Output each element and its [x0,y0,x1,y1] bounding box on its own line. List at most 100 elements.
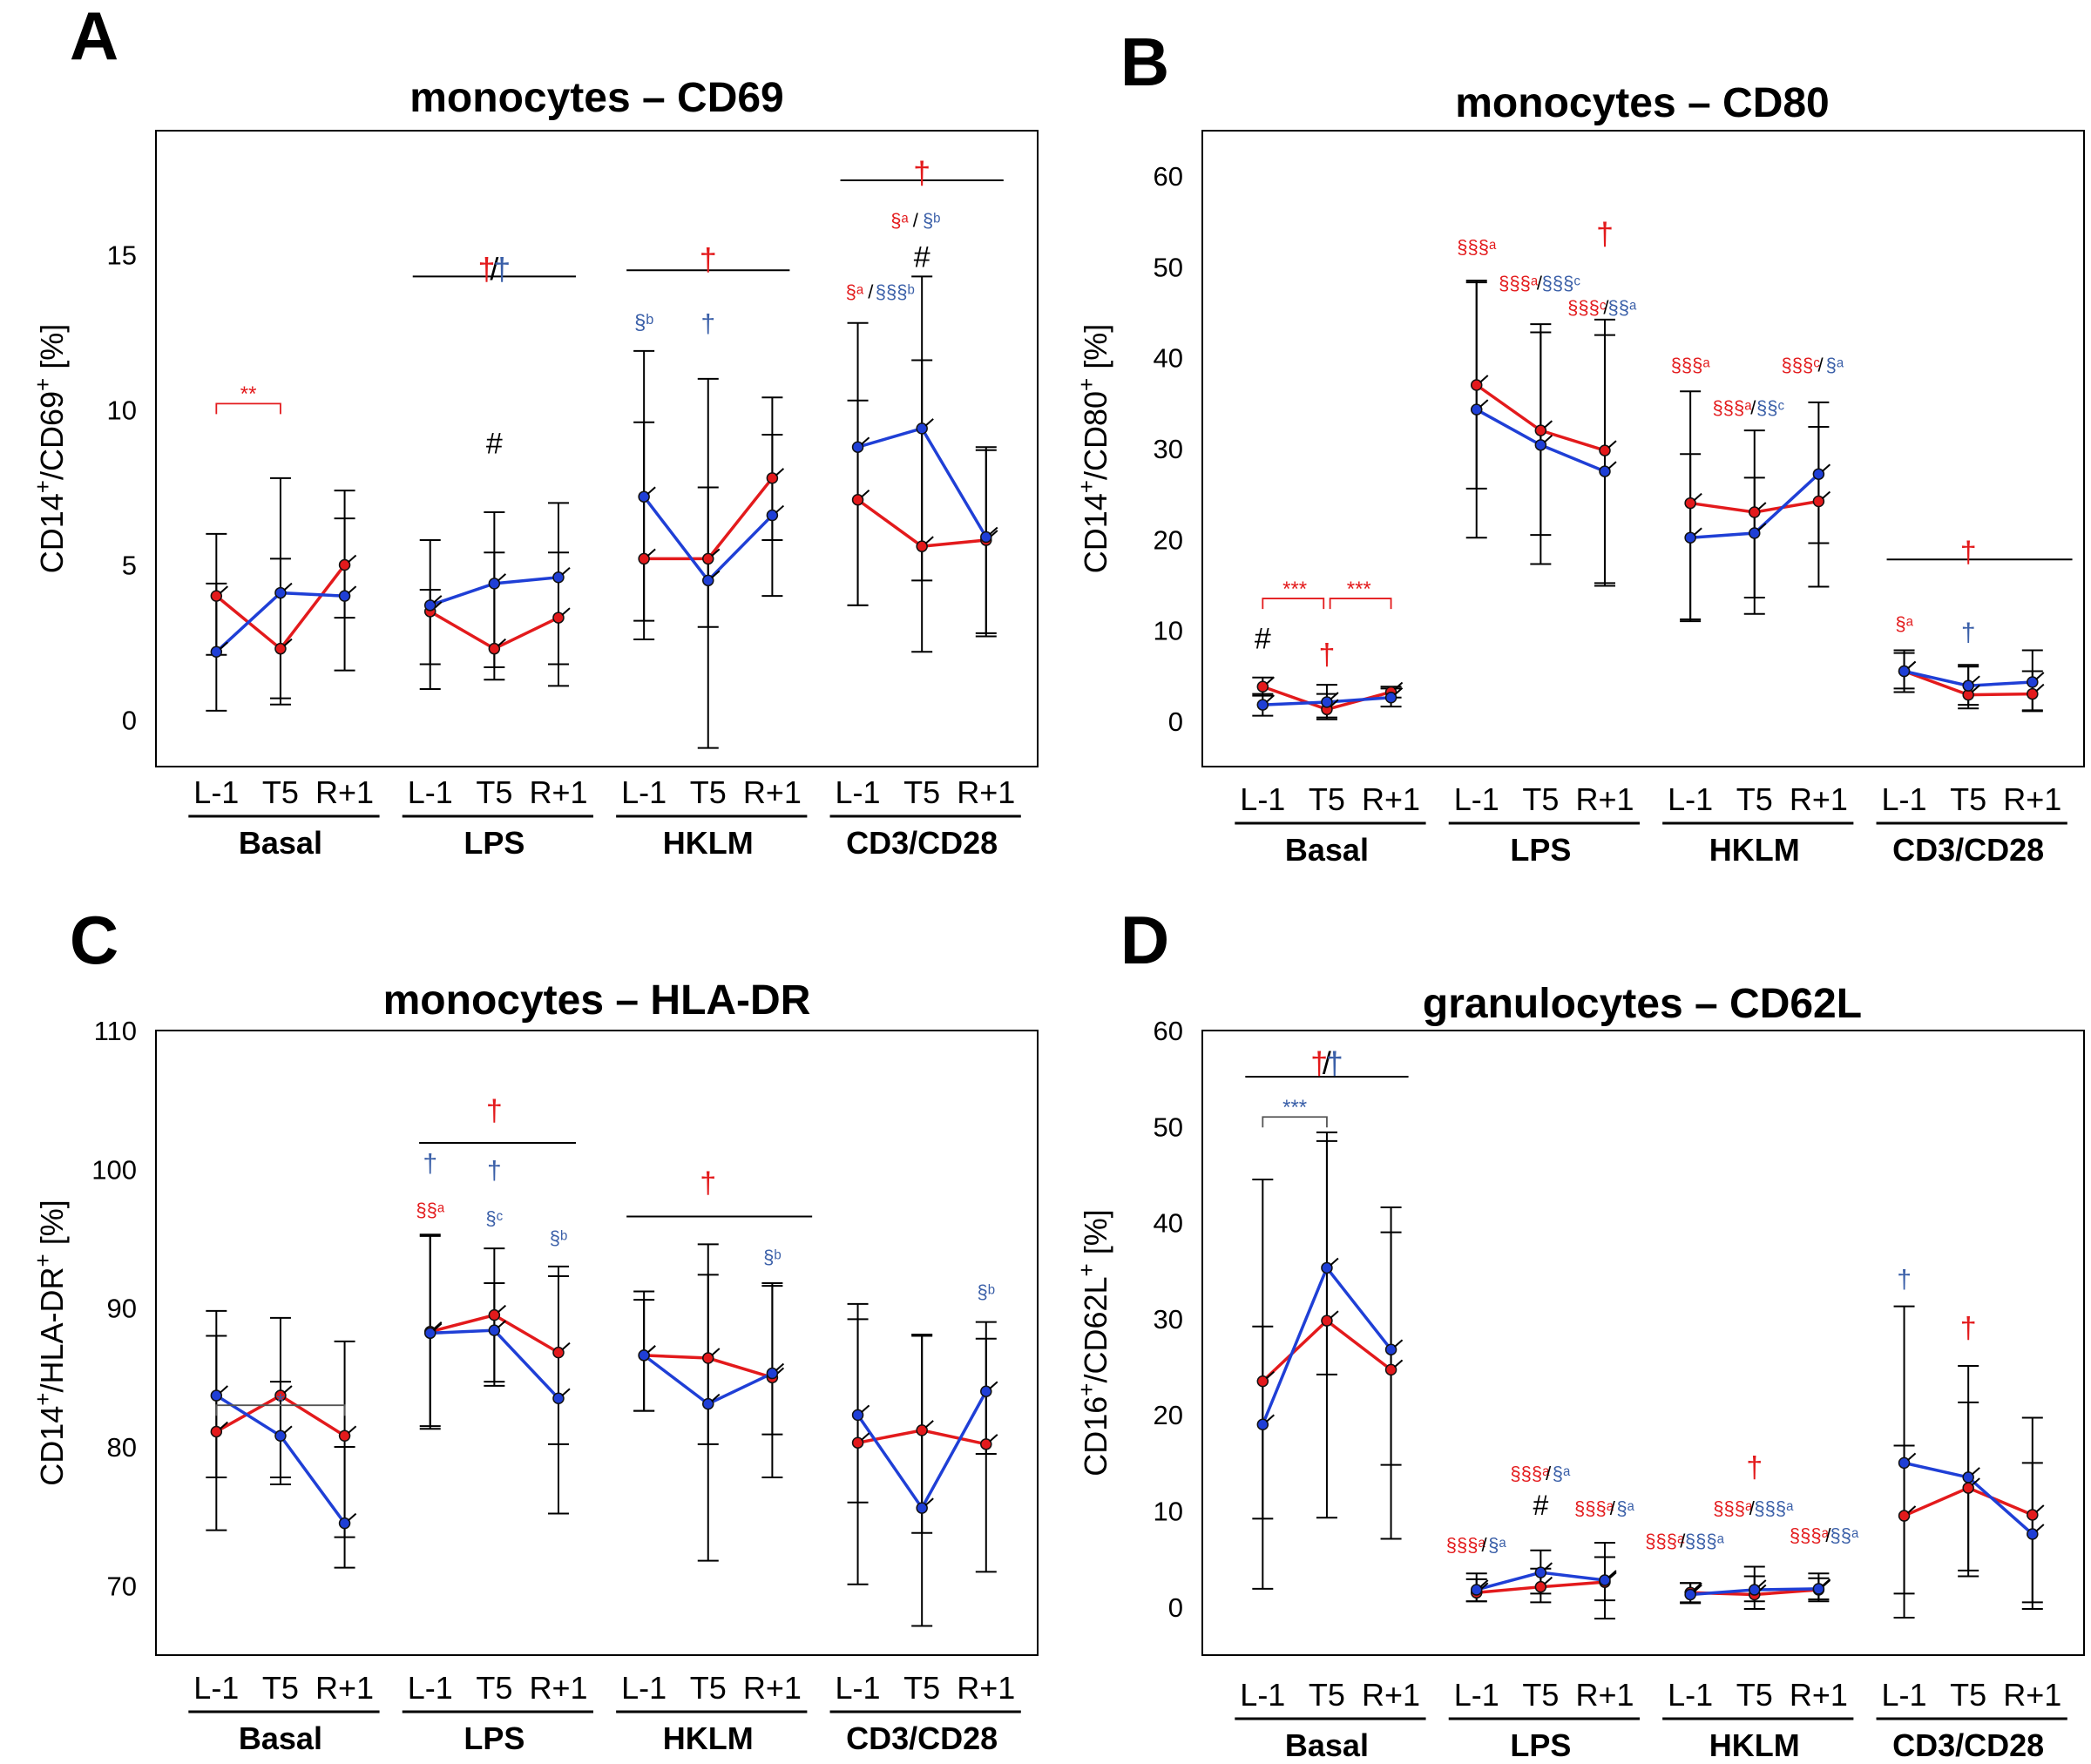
data-point-blue [338,1517,351,1530]
data-point-blue [2027,676,2039,688]
plot-frame [155,1030,1039,1656]
x-tick-label: T5 [476,1670,512,1706]
point-tick-mark [711,1393,721,1402]
significance-annotation: §ᵇ [763,1247,782,1268]
significance-annotation: † [1596,215,1614,251]
point-tick-mark [1693,1584,1702,1593]
point-tick-mark [1906,1452,1917,1462]
data-point-blue [1534,1566,1547,1578]
y-axis-label-mid: /CD62L [1078,1276,1113,1382]
x-tick-label: L-1 [1454,781,1499,817]
point-tick-mark [775,1362,785,1372]
significance-annotation: † [700,241,717,277]
significance-bracket [215,1404,346,1416]
data-point-blue [488,578,501,590]
x-tick-label: T5 [1309,1677,1345,1713]
x-tick-label: R+1 [1362,781,1420,817]
point-tick-mark [924,1420,934,1429]
significance-bracket [1262,598,1325,610]
point-tick-mark [775,468,785,476]
significance-annotation: §§§ᶜ [1567,297,1607,319]
significance-annotation: §§§ᵃ [1671,354,1711,375]
significance-annotation: † [1897,1266,1912,1294]
point-tick-mark [347,1425,357,1435]
group-label: Basal [239,825,322,861]
data-point-red [1599,444,1611,456]
x-tick-label: L-1 [1454,1677,1499,1713]
data-point-blue [552,571,565,584]
significance-annotation: # [486,427,503,460]
point-tick-mark [1330,1310,1339,1319]
group-label: Basal [1285,1727,1369,1763]
data-point-blue [1962,679,1974,692]
plot-frame [1201,130,2085,767]
data-point-blue [851,1409,864,1422]
data-point-blue [1384,1343,1397,1355]
point-tick-mark [924,536,934,544]
data-point-red [2027,1509,2039,1521]
x-tick-label: L-1 [1882,1677,1927,1713]
significance-annotation: † [478,251,496,287]
significance-annotation: §ᵃ [846,280,864,302]
significance-annotation: §§§ᵃ [1713,1497,1753,1519]
data-point-blue [1321,696,1333,708]
x-tick-label: T5 [262,1670,299,1706]
significance-annotation: §§§ᵃ [1713,396,1753,418]
significance-annotation: / [1818,354,1824,375]
data-point-red [1898,1510,1911,1522]
x-tick-label: R+1 [743,1670,802,1706]
point-tick-mark [1971,684,1980,693]
data-point-red [851,1436,864,1449]
x-tick-label: R+1 [957,774,1015,810]
data-point-red [702,1352,714,1364]
point-tick-mark [283,1385,293,1394]
chart-title: monocytes – CD69 [409,75,784,121]
point-tick-mark [1265,1414,1275,1423]
significance-annotation: §§§ᵃ [1457,236,1497,258]
y-axis-label-sup1: + [30,480,56,493]
data-point-blue [1470,403,1483,416]
panel-letter: A [70,0,118,74]
data-point-red [980,1438,992,1450]
point-tick-mark [1607,440,1617,449]
y-axis-label-sup1: + [1073,1383,1100,1396]
x-tick-label: T5 [1522,1677,1559,1713]
y-tick-label: 80 [107,1432,137,1463]
data-point-red [851,494,864,506]
data-point-blue [2027,1528,2039,1540]
y-tick-label: 40 [1154,343,1183,374]
significance-annotation: §ᵃ [1616,1497,1634,1519]
point-tick-mark [283,582,293,591]
significance-annotation: §ᵃ [890,209,909,231]
significance-annotation: / [1546,1463,1552,1484]
significance-annotation: *** [1282,578,1307,601]
y-axis-label-sup2: + [30,378,56,391]
data-point-red [702,552,714,565]
point-tick-mark [924,1497,934,1506]
y-axis-label-sup1: + [1073,480,1100,493]
data-point-blue [916,1502,928,1514]
significance-annotation: / [868,280,874,302]
x-tick-label: T5 [903,1670,940,1706]
significance-annotation: / [1482,1534,1488,1556]
point-tick-mark [1757,1579,1767,1588]
chart-title: monocytes – CD80 [1455,80,1830,126]
panel-letter: D [1120,902,1169,978]
y-axis-label-sup1: + [30,1393,56,1406]
significance-bracket [215,402,281,415]
point-tick-mark [711,548,721,558]
point-tick-mark [1821,463,1831,472]
significance-annotation: §§§ᵃ [1446,1534,1486,1556]
significance-annotation: §§ᵃ [1830,1524,1859,1546]
point-tick-mark [1971,675,1980,684]
data-point-blue [1812,1583,1825,1595]
data-point-blue [1898,665,1911,678]
point-tick-mark [2035,1524,2045,1532]
x-tick-label: T5 [1522,781,1559,817]
data-point-red [1321,1315,1333,1327]
data-point-blue [274,1429,287,1443]
point-tick-mark [1265,676,1275,685]
data-point-blue [1321,1261,1333,1274]
